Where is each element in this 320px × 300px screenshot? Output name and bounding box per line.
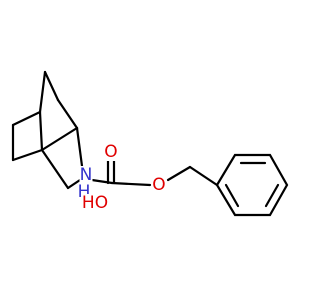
atom-label: O — [152, 175, 165, 195]
atom-label: HO — [82, 193, 108, 213]
atom-label: N — [80, 165, 93, 185]
label-background — [152, 176, 166, 194]
label-background — [79, 166, 93, 184]
atom-label: O — [104, 142, 117, 162]
label-background — [83, 194, 107, 212]
bonds — [11, 70, 289, 217]
label-background — [104, 143, 118, 161]
